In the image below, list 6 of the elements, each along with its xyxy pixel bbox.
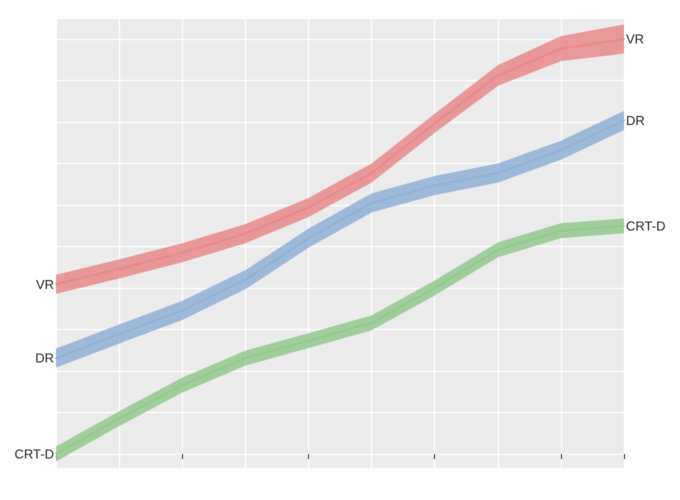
text: DR — [626, 112, 645, 128]
series-label: VR — [36, 276, 54, 292]
text: VR — [626, 32, 644, 47]
series-label: CRT-D — [14, 446, 54, 462]
text: CRT-D — [626, 218, 666, 234]
series-label: DR — [35, 350, 54, 366]
